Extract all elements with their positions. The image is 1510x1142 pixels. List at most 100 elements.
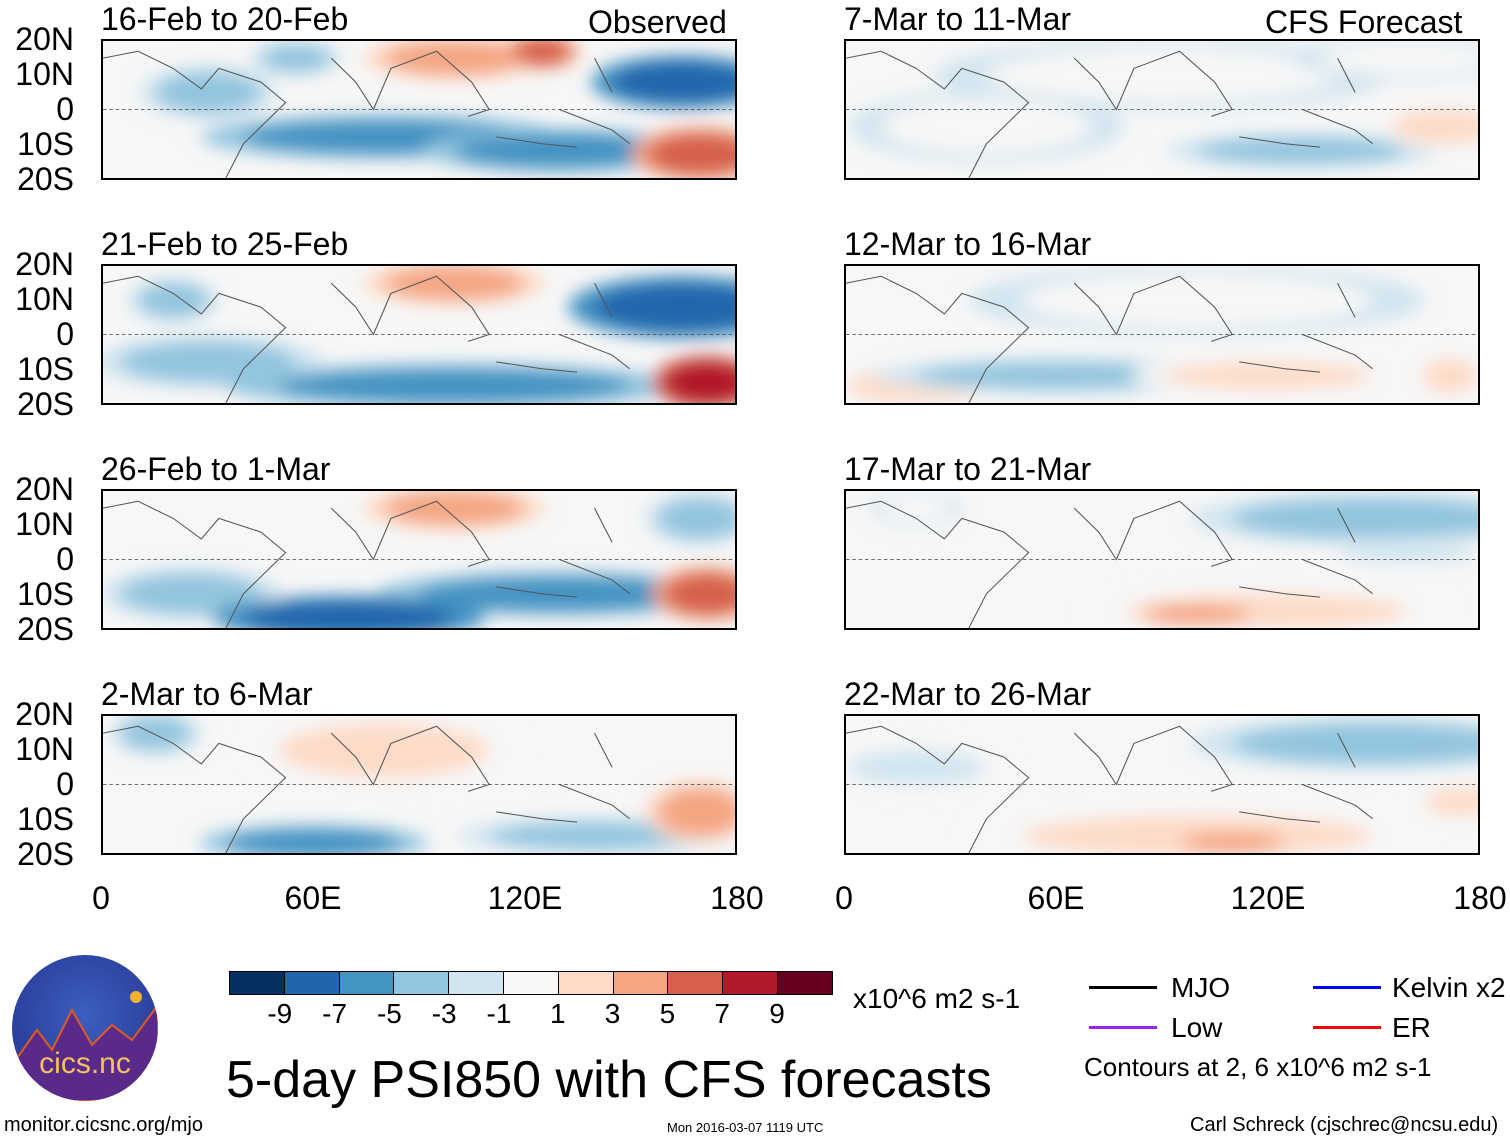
- anomaly-core: [664, 573, 735, 615]
- coastline: [103, 500, 630, 628]
- anomaly-core: [489, 822, 700, 850]
- colorbar-tick-label: 1: [550, 998, 566, 1029]
- lon-tick-label: 180: [710, 880, 764, 916]
- coastline: [846, 50, 1373, 178]
- anomaly-map-panel: [844, 714, 1480, 855]
- anomaly-core: [647, 133, 735, 175]
- coastline: [103, 275, 630, 403]
- anomaly-core: [278, 368, 630, 403]
- anomaly-core: [243, 600, 455, 628]
- anomaly-core: [1320, 41, 1478, 76]
- lat-tick-label: 10S: [17, 801, 74, 837]
- anomaly-map-panel: [101, 714, 737, 855]
- lon-tick-label: 60E: [284, 880, 342, 916]
- lat-tick-label: 20N: [15, 696, 74, 732]
- lon-tick-label: 60E: [1027, 880, 1085, 916]
- lat-tick-label: 20N: [15, 21, 74, 57]
- legend-low-label: Low: [1171, 1012, 1223, 1043]
- anomaly-core: [846, 750, 987, 785]
- legend-low-line: [1089, 1026, 1157, 1029]
- contour-note: Contours at 2, 6 x10^6 m2 s-1: [1084, 1052, 1432, 1082]
- colorbar-swatch: [557, 971, 614, 995]
- colorbar-tick-label: 3: [604, 998, 621, 1029]
- colorbar-tick-label: -5: [376, 998, 402, 1029]
- anomaly-core: [1337, 542, 1478, 563]
- anomaly-core: [1021, 272, 1373, 328]
- anomaly-core: [664, 361, 735, 403]
- panel-title: 26-Feb to 1-Mar: [101, 451, 331, 487]
- anomaly-map-panel: [101, 264, 737, 405]
- colorbar-tick-label: -1: [486, 998, 512, 1029]
- logo-mountains-icon: [12, 991, 158, 1101]
- lon-tick-label: 120E: [487, 880, 563, 916]
- anomaly-core: [1425, 787, 1478, 816]
- anomaly-core: [513, 41, 570, 65]
- colorbar-units: x10^6 m2 s-1: [853, 983, 1021, 1014]
- anomaly-core: [383, 266, 525, 301]
- lat-tick-label: 20S: [17, 611, 74, 647]
- lat-tick-label: 10S: [17, 126, 74, 162]
- anomaly-core: [155, 71, 261, 113]
- lat-tick-label: 10S: [17, 576, 74, 612]
- lon-tick-label: 180: [1453, 880, 1507, 916]
- anomaly-core: [120, 341, 297, 383]
- anomaly-core: [1421, 358, 1478, 393]
- anomaly-core: [120, 716, 191, 751]
- anomaly-core: [594, 283, 735, 332]
- legend-er-line: [1313, 1026, 1381, 1029]
- anomaly-map-panel: [101, 39, 737, 180]
- anomaly-map-panel: [844, 39, 1480, 180]
- anomaly-core: [612, 61, 735, 103]
- colorbar-swatch: [777, 971, 833, 995]
- anomaly-core: [383, 41, 525, 76]
- coastline: [846, 500, 1373, 628]
- cics-logo: cics.nc: [12, 955, 158, 1101]
- anomaly-core: [657, 787, 735, 836]
- coastline: [103, 725, 630, 853]
- anomaly-core: [383, 491, 525, 526]
- legend-mjo-line: [1089, 986, 1157, 989]
- panel-title: 16-Feb to 20-Feb: [101, 1, 349, 37]
- colorbar-tick-label: 9: [769, 998, 785, 1029]
- lat-tick-label: 20N: [15, 246, 74, 282]
- anomaly-core: [1197, 136, 1408, 165]
- lon-tick-label: 120E: [1230, 880, 1306, 916]
- colorbar-swatch: [667, 971, 724, 995]
- coastline: [846, 725, 1373, 853]
- colorbar-swatch: [503, 971, 559, 995]
- panel-title: 22-Mar to 26-Mar: [844, 676, 1092, 712]
- colorbar-tick-label: -3: [431, 998, 457, 1029]
- lat-tick-label: 20S: [17, 836, 74, 872]
- anomaly-core: [1144, 604, 1250, 625]
- anomaly-core: [1162, 361, 1373, 390]
- legend-kelvin-line: [1313, 986, 1381, 989]
- colorbar-swatch: [612, 971, 669, 995]
- anomaly-core: [1390, 109, 1478, 144]
- colorbar-swatch: [338, 971, 395, 995]
- panel-title: 21-Feb to 25-Feb: [101, 226, 349, 262]
- anomaly-core: [419, 576, 700, 611]
- colorbar-swatch: [229, 971, 285, 995]
- colorbar-swatch: [393, 971, 450, 995]
- anomaly-core: [261, 44, 332, 72]
- legend-kelvin-label: Kelvin x2: [1392, 972, 1506, 1003]
- panel-title: 2-Mar to 6-Mar: [101, 676, 313, 712]
- lon-tick-label: 0: [92, 880, 110, 916]
- panel-title: 12-Mar to 16-Mar: [844, 226, 1092, 262]
- colorbar-tick-label: 5: [659, 998, 676, 1029]
- anomaly-core: [120, 573, 261, 615]
- anomaly-map-panel: [844, 264, 1480, 405]
- lat-tick-label: 10N: [15, 56, 74, 92]
- anomaly-core: [986, 47, 1338, 103]
- logo-text: cics.nc: [39, 1047, 131, 1080]
- legend-mjo-label: MJO: [1171, 972, 1231, 1003]
- lon-tick-label: 0: [835, 880, 853, 916]
- anomaly-map-panel: [844, 489, 1480, 630]
- footer-url[interactable]: monitor.cicsnc.org/mjo: [4, 1114, 203, 1136]
- anomaly-core: [138, 283, 209, 318]
- colorbar-swatch: [448, 971, 504, 995]
- colorbar-tick-label: -9: [267, 998, 293, 1029]
- lat-tick-label: 10N: [15, 506, 74, 542]
- colorbar-swatch: [283, 971, 340, 995]
